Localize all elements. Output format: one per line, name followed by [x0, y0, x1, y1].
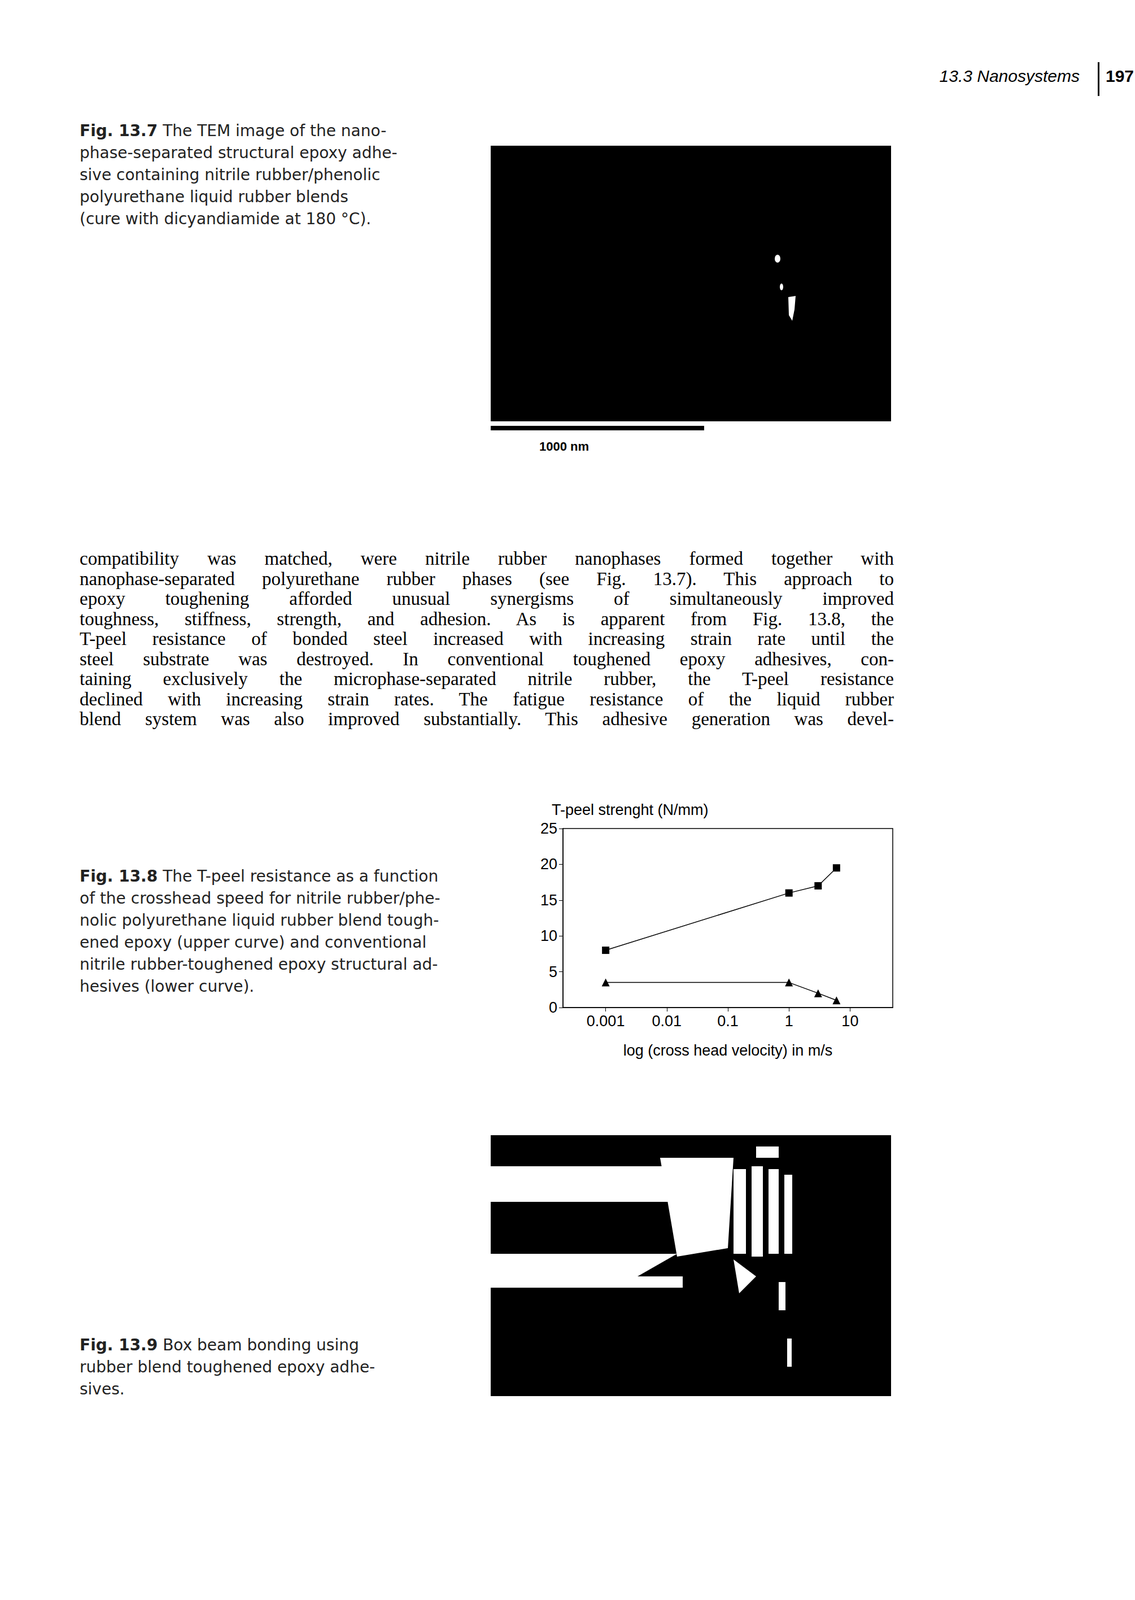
- svg-text:5: 5: [548, 963, 558, 981]
- html-text:(cure with dicyandiamide at 18: (cure with dicyandiamide at 180 °C).: [79, 209, 372, 229]
- html-text:polyurethane liquid rubber ble: polyurethane liquid rubber blends: [79, 187, 349, 207]
- html-text:sive containing nitrile rubber: sive containing nitrile rubber/phenolic: [79, 165, 381, 185]
- html-text:ened epoxy (upper curve) and c: ened epoxy (upper curve) and conventiona…: [79, 932, 427, 952]
- html-text:declined with increasing strai: declined with increasing strain rates. T…: [79, 688, 894, 709]
- html-text:Fig. 13.8 The T-peel resistanc: Fig. 13.8 The T-peel resistance as a fun…: [79, 866, 439, 886]
- svg-text:25: 25: [540, 819, 558, 837]
- html-text:nitrile rubber-toughened epoxy: nitrile rubber-toughened epoxy structura…: [79, 954, 438, 974]
- html-text:13.3 Nanosystems: 13.3 Nanosystems: [939, 66, 1080, 86]
- html-text:blend system was also improved: blend system was also improved substanti…: [79, 708, 894, 729]
- html-text:nanophase-separated polyuretha: nanophase-separated polyurethane rubber …: [79, 568, 894, 589]
- html-text:steel substrate was destroyed.: steel substrate was destroyed. In conven…: [79, 648, 894, 669]
- svg-text:log (cross head velocity) in m: log (cross head velocity) in m/s: [623, 1041, 833, 1059]
- html-text:toughness, stiffness, strength: toughness, stiffness, strength, and adhe…: [79, 608, 894, 629]
- svg-text:0.1: 0.1: [717, 1012, 739, 1030]
- html-text:Fig. 13.9 Box beam bonding usi: Fig. 13.9 Box beam bonding using: [79, 1335, 359, 1355]
- html-text:sives.: sives.: [79, 1379, 125, 1399]
- svg-text:10: 10: [540, 927, 558, 945]
- html-text:of the crosshead speed for nit: of the crosshead speed for nitrile rubbe…: [79, 888, 441, 908]
- html-text:compatibility was matched, wer: compatibility was matched, were nitrile …: [79, 548, 894, 569]
- html-text:rubber blend toughened epoxy a: rubber blend toughened epoxy adhe-: [79, 1357, 376, 1377]
- html-text:taining exclusively the microp: taining exclusively the microphase-separ…: [79, 668, 894, 689]
- svg-text:1: 1: [784, 1012, 794, 1030]
- svg-text:0: 0: [548, 998, 558, 1016]
- html-text:epoxy toughening afforded unus: epoxy toughening afforded unusual synerg…: [79, 588, 894, 609]
- svg-text:10: 10: [841, 1012, 859, 1030]
- html-text:hesives (lower curve).: hesives (lower curve).: [79, 976, 255, 996]
- html-text:1000 nm: 1000 nm: [539, 439, 590, 454]
- svg-text:T-peel strenght (N/mm): T-peel strenght (N/mm): [551, 801, 709, 819]
- html-text:197: 197: [1105, 66, 1134, 86]
- html-text:phase-separated structural epo: phase-separated structural epoxy adhe-: [79, 143, 398, 163]
- svg-text:0.01: 0.01: [652, 1012, 683, 1030]
- html-text:nolic polyurethane liquid rubb: nolic polyurethane liquid rubber blend t…: [79, 910, 439, 930]
- html-text:T-peel resistance of bonded st: T-peel resistance of bonded steel increa…: [79, 628, 894, 649]
- svg-text:20: 20: [540, 855, 558, 873]
- svg-text:0.001: 0.001: [586, 1012, 626, 1030]
- svg-text:15: 15: [540, 891, 558, 909]
- html-text:Fig. 13.7 The TEM image of the: Fig. 13.7 The TEM image of the nano-: [79, 121, 387, 141]
